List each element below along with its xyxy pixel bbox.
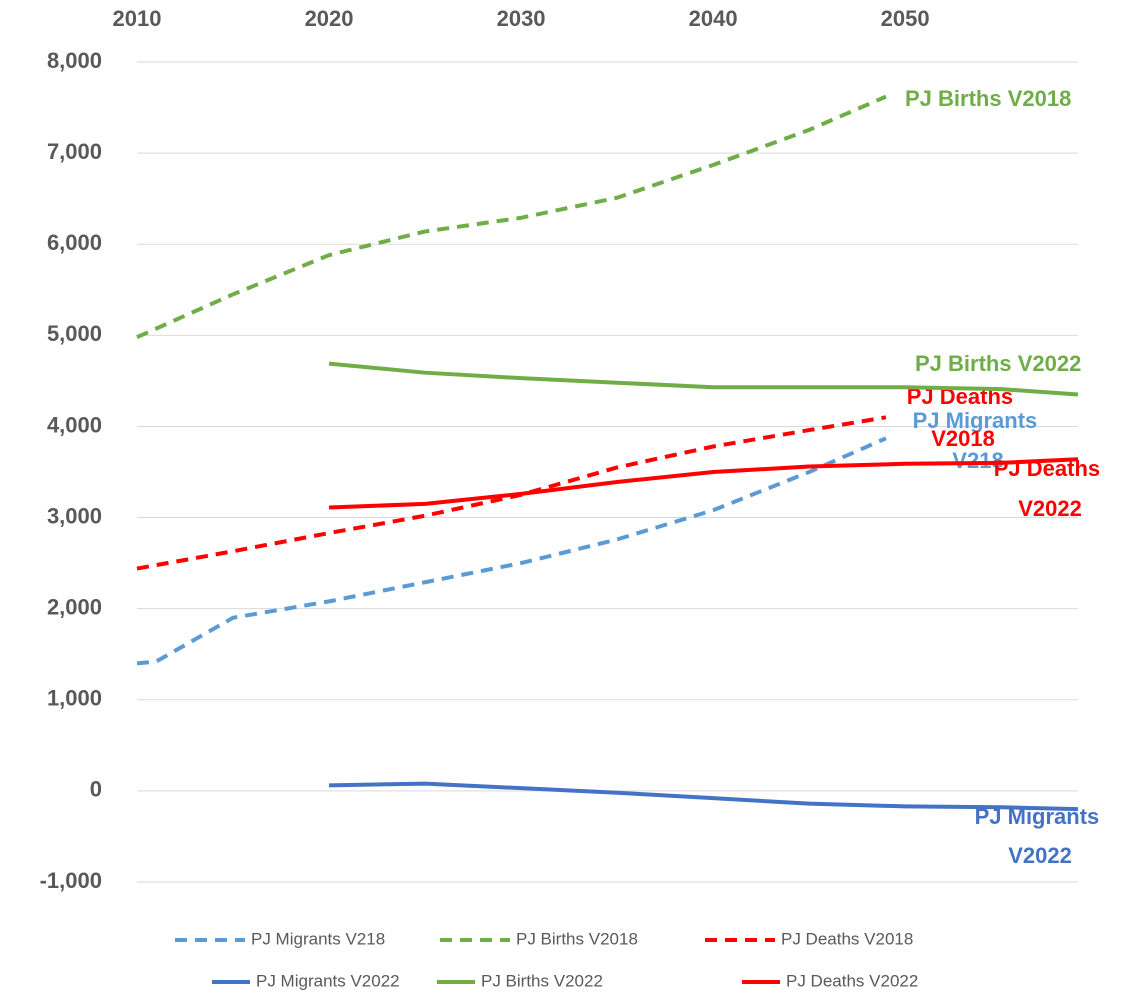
legend-label: PJ Migrants V2022 <box>256 971 400 990</box>
legend-label: PJ Deaths V2022 <box>786 971 918 990</box>
end-label-line: V218 <box>952 448 1003 473</box>
x-tick-label: 2030 <box>497 6 546 31</box>
end-label: PJ Deaths V2022 <box>994 456 1107 521</box>
y-tick-label: 8,000 <box>47 48 102 73</box>
y-tick-label: 7,000 <box>47 139 102 164</box>
end-label: PJ Migrants V218 <box>913 408 1044 473</box>
series-line <box>328 361 1079 397</box>
end-label: PJ Births V2022 <box>915 351 1081 376</box>
end-label-line: PJ Migrants <box>975 804 1106 829</box>
end-label-line: V2018 <box>931 426 995 451</box>
series-line <box>136 94 887 339</box>
x-tick-label: 2020 <box>305 6 354 31</box>
end-label-line: PJ Migrants <box>913 408 1044 433</box>
y-tick-label: 1,000 <box>47 686 102 711</box>
end-label-line: V2022 <box>1008 843 1072 868</box>
y-tick-label: 0 <box>90 777 102 802</box>
y-tick-label: 5,000 <box>47 321 102 346</box>
legend-label: PJ Births V2018 <box>516 929 638 948</box>
end-label: PJ Births V2018 <box>905 86 1071 111</box>
legend-label: PJ Migrants V218 <box>251 929 385 948</box>
x-tick-label: 2010 <box>113 6 162 31</box>
y-tick-label: -1,000 <box>40 868 102 893</box>
end-label: PJ Migrants V2022 <box>975 804 1106 868</box>
legend-label: PJ Deaths V2018 <box>781 929 913 948</box>
legend-label: PJ Births V2022 <box>481 971 603 990</box>
x-tick-label: 2050 <box>881 6 930 31</box>
series-line <box>328 457 1079 510</box>
x-tick-label: 2040 <box>689 6 738 31</box>
y-tick-label: 4,000 <box>47 412 102 437</box>
series-line <box>136 436 887 666</box>
end-label-line: V2022 <box>1018 496 1082 521</box>
end-label-line: PJ Deaths <box>994 456 1107 481</box>
y-tick-label: 6,000 <box>47 230 102 255</box>
y-tick-label: 2,000 <box>47 594 102 619</box>
series-line <box>329 781 1079 812</box>
y-tick-label: 3,000 <box>47 503 102 528</box>
